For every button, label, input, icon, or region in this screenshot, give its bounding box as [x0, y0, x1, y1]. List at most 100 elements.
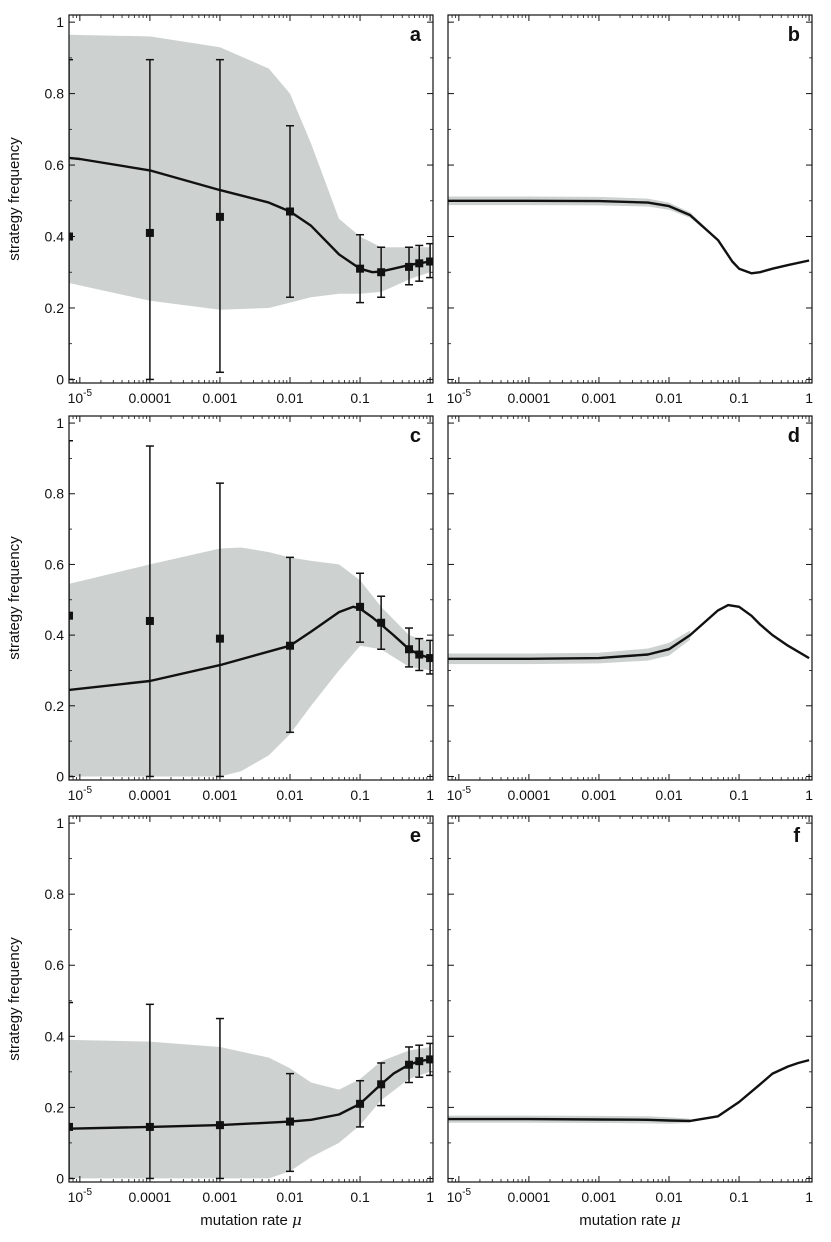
plot-frame: [447, 815, 813, 1183]
x-tick-label: 0.1: [729, 787, 749, 803]
x-tick-label: 0.1: [350, 390, 370, 406]
panel-letter: f: [793, 825, 800, 847]
x-axis-title: mutation rate μ: [200, 1211, 301, 1229]
x-tick-label: 0.0001: [507, 787, 550, 803]
panel-letter: c: [410, 425, 421, 447]
x-tick-label: 1: [805, 787, 813, 803]
panel-letter: b: [788, 24, 800, 46]
data-point: [405, 262, 414, 271]
x-tick-label: 10-5: [447, 785, 472, 803]
x-tick-label-exponent: -5: [462, 388, 471, 399]
confidence-band: [448, 196, 718, 241]
data-point: [69, 611, 73, 620]
y-tick-label: 0.4: [45, 1028, 65, 1044]
x-tick-label: 0.01: [655, 787, 682, 803]
x-tick-label: 0.1: [729, 390, 749, 406]
y-tick-label: 0.8: [45, 486, 65, 502]
data-point: [145, 228, 154, 237]
x-tick-label-base: 10: [447, 1189, 463, 1205]
series-line: [448, 1058, 810, 1123]
data-point: [415, 259, 424, 268]
data-point: [405, 645, 414, 654]
y-tick-label: 0.2: [45, 1099, 65, 1115]
plot-frame: [68, 14, 434, 384]
panel-f: 10-5 0.0001 0.001 0.01 0.1 1 f mutation rate μ: [447, 815, 813, 1229]
x-tick-label-exponent: -5: [83, 1187, 92, 1198]
x-tick-label: 10-5: [447, 1187, 472, 1205]
confidence-band: [69, 34, 431, 310]
x-tick-label-base: 10: [68, 1189, 84, 1205]
data-point: [286, 1117, 295, 1126]
y-tick-label: 0.4: [45, 229, 65, 245]
x-axis-title-text: mutation rate: [579, 1212, 671, 1229]
y-tick-label: 0.6: [45, 957, 65, 973]
y-tick-label: 1: [56, 415, 64, 431]
data-point: [215, 212, 224, 221]
data-point: [215, 1121, 224, 1130]
plot-area-b: [448, 196, 810, 275]
x-tick-label: 0.0001: [507, 1189, 550, 1205]
plot-area-c: [69, 439, 433, 778]
data-point: [356, 602, 365, 611]
x-tick-label: 0.001: [581, 787, 616, 803]
x-tick-label: 0.1: [729, 1189, 749, 1205]
y-tick-label: 1: [56, 14, 64, 30]
plot-frame: [68, 415, 434, 781]
data-point: [145, 1122, 154, 1131]
x-tick-label: 0.001: [202, 787, 237, 803]
y-axis-title: strategy frequency: [6, 937, 23, 1061]
x-tick-label: 10-5: [447, 388, 472, 406]
data-point: [426, 1055, 433, 1064]
x-tick-label: 0.0001: [128, 787, 171, 803]
x-tick-label: 0.001: [581, 1189, 616, 1205]
x-tick-label: 10-5: [68, 785, 93, 803]
y-tick-label: 0: [56, 371, 64, 387]
data-point: [377, 268, 386, 277]
data-point: [286, 641, 295, 650]
data-point: [286, 207, 295, 216]
data-point: [377, 1080, 386, 1089]
x-tick-label-exponent: -5: [83, 388, 92, 399]
y-tick-label: 0: [56, 1170, 64, 1186]
series-line: [448, 199, 810, 275]
x-tick-label: 0.0001: [128, 1189, 171, 1205]
panel-c: 10-5 0.0001 0.001 0.01 0.1 100.20.40.60.81cst…: [6, 415, 434, 803]
data-point: [426, 257, 433, 266]
data-point: [426, 654, 433, 663]
plot-frame: [447, 415, 813, 781]
plot-frame: [68, 815, 434, 1183]
y-tick-label: 0: [56, 768, 64, 784]
x-tick-label: 0.1: [350, 787, 370, 803]
panel-d: 10-5 0.0001 0.001 0.01 0.1 1 d: [447, 415, 813, 803]
data-point: [405, 1060, 414, 1069]
data-point: [415, 1057, 424, 1066]
x-tick-label: 0.01: [655, 1189, 682, 1205]
x-axis-title-symbol: μ: [671, 1211, 681, 1229]
x-tick-label-base: 10: [68, 787, 84, 803]
series-line: [448, 603, 810, 660]
x-tick-label-exponent: -5: [83, 785, 92, 796]
plot-frame: [447, 14, 813, 384]
panel-letter: a: [410, 24, 422, 46]
data-point: [356, 264, 365, 273]
data-point: [215, 634, 224, 643]
x-tick-label: 10-5: [68, 388, 93, 406]
x-tick-label: 1: [426, 787, 434, 803]
x-tick-label: 0.001: [202, 390, 237, 406]
x-tick-label: 0.01: [276, 390, 303, 406]
x-tick-label-base: 10: [447, 787, 463, 803]
y-tick-label: 0.6: [45, 556, 65, 572]
x-axis-title-text: mutation rate: [200, 1212, 292, 1229]
y-tick-label: 0.2: [45, 698, 65, 714]
panel-e: 10-5 0.0001 0.001 0.01 0.1 100.20.40.60.81est…: [6, 815, 434, 1229]
x-tick-label-base: 10: [447, 390, 463, 406]
x-axis-title: mutation rate μ: [579, 1211, 680, 1229]
x-tick-label-exponent: -5: [462, 1187, 471, 1198]
x-axis-title-symbol: μ: [292, 1211, 302, 1229]
x-tick-label: 1: [805, 390, 813, 406]
plot-area-a: [69, 34, 433, 381]
y-tick-label: 0.4: [45, 627, 65, 643]
y-tick-label: 0.8: [45, 86, 65, 102]
plot-area-f: [448, 1058, 810, 1124]
